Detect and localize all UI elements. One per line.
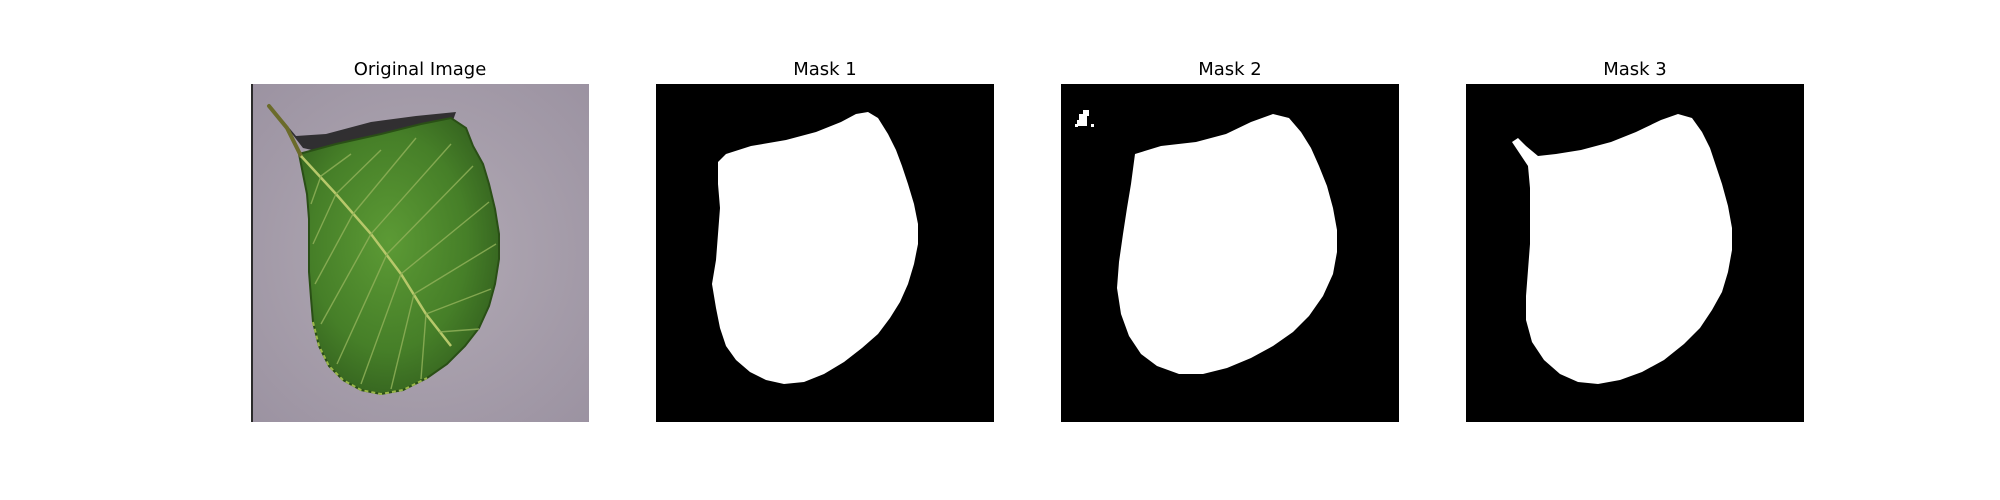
leaf-photo — [251, 84, 589, 422]
mask-1-leaf-region — [712, 112, 918, 384]
mask-3-panel: Mask 3 — [1466, 0, 1804, 500]
leaf-veins — [310, 137, 497, 390]
mask-3-leaf-region — [1512, 114, 1732, 384]
leaf-stem — [267, 104, 303, 158]
mask-1-panel: Mask 1 — [656, 0, 994, 500]
leaf-midrib — [300, 155, 452, 347]
leaf-shadow — [269, 104, 456, 152]
leaf-edge-highlight — [312, 321, 428, 396]
mask-2-leaf-region — [1117, 114, 1337, 374]
photo-left-edge — [251, 84, 253, 422]
mask-2-panel: Mask 2 — [1061, 0, 1399, 500]
mask-1-title: Mask 1 — [793, 59, 857, 80]
mask-3-title: Mask 3 — [1603, 59, 1667, 80]
leaf-body — [297, 116, 500, 396]
mask-3-image — [1466, 84, 1804, 422]
mask-1-image — [656, 84, 994, 422]
mask-2-image — [1061, 84, 1399, 422]
mask-2-title: Mask 2 — [1198, 59, 1262, 80]
original-image-panel: Original Image — [251, 0, 589, 500]
original-image-title: Original Image — [353, 59, 487, 80]
mask-2-noise-blob — [1075, 110, 1094, 127]
